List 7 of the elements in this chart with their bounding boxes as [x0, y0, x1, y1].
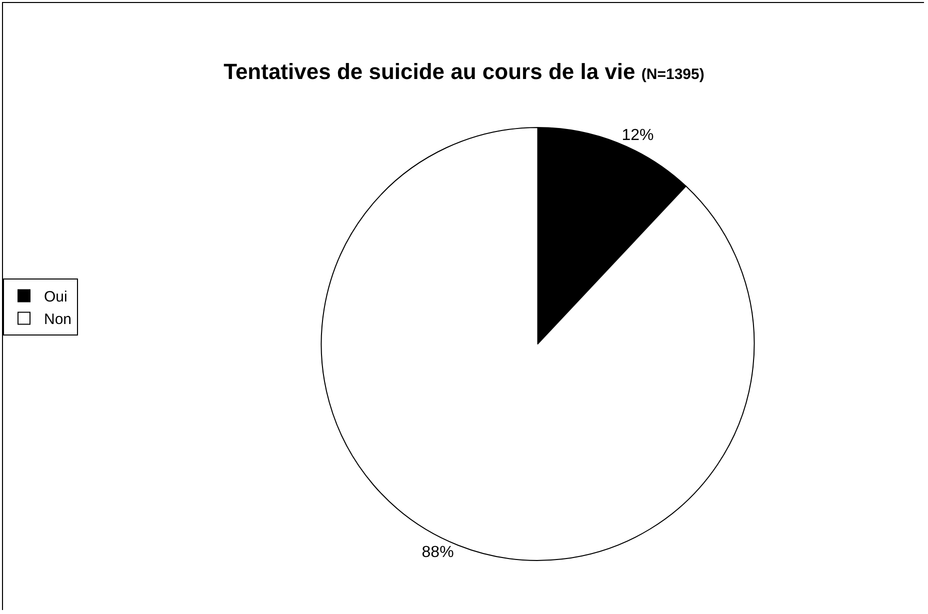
legend-label: Non — [44, 311, 72, 328]
data-label: 88% — [422, 544, 454, 562]
legend-label: Oui — [44, 288, 68, 306]
data-label: 12% — [622, 126, 654, 144]
chart-title: Tentatives de suicide au cours de la vie — [224, 59, 636, 84]
chart-subtitle: (N=1395) — [641, 66, 704, 84]
pie-slice — [320, 126, 755, 561]
